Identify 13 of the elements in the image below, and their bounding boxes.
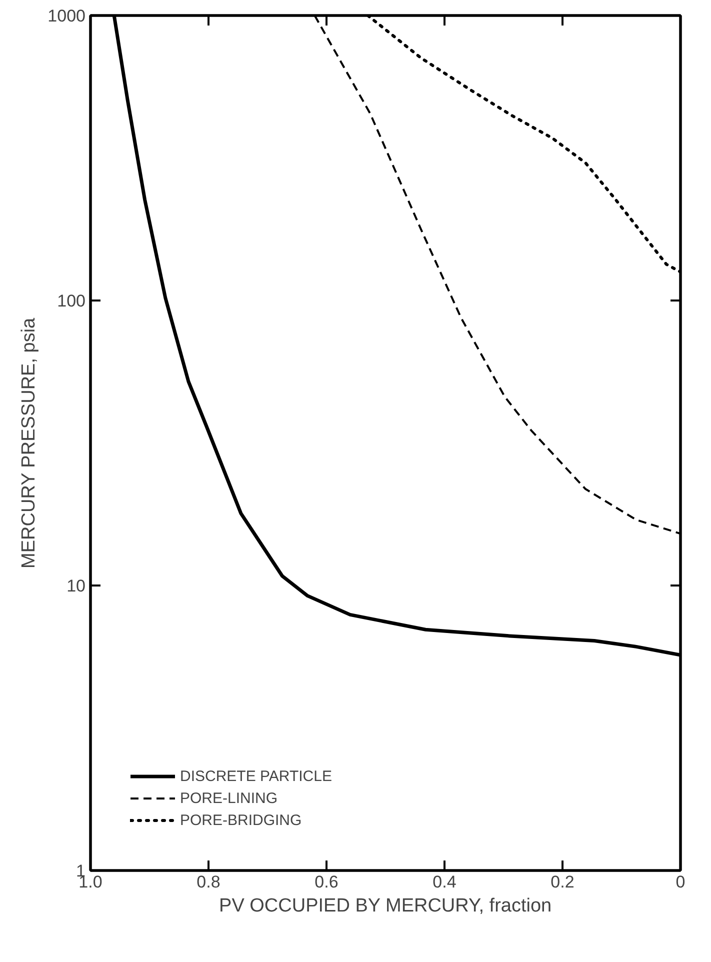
x-tick-label: 0.8 — [196, 872, 220, 892]
x-tick-label: 0.4 — [432, 872, 456, 892]
y-tick-label: 10 — [66, 576, 86, 596]
legend-label: DISCRETE PARTICLE — [180, 768, 332, 784]
x-axis-title: PV OCCUPIED BY MERCURY, fraction — [219, 896, 552, 916]
legend-label: PORE-BRIDGING — [180, 812, 302, 828]
y-axis-title: MERCURY PRESSURE, psia — [18, 317, 40, 568]
x-tick-label: 0 — [676, 872, 686, 892]
y-tick-label: 1000 — [48, 6, 86, 26]
x-tick-label: 0.6 — [314, 872, 338, 892]
y-tick-label: 100 — [57, 292, 86, 310]
x-tick-label: 0.2 — [550, 872, 574, 892]
legend-label: PORE-LINING — [180, 790, 278, 806]
